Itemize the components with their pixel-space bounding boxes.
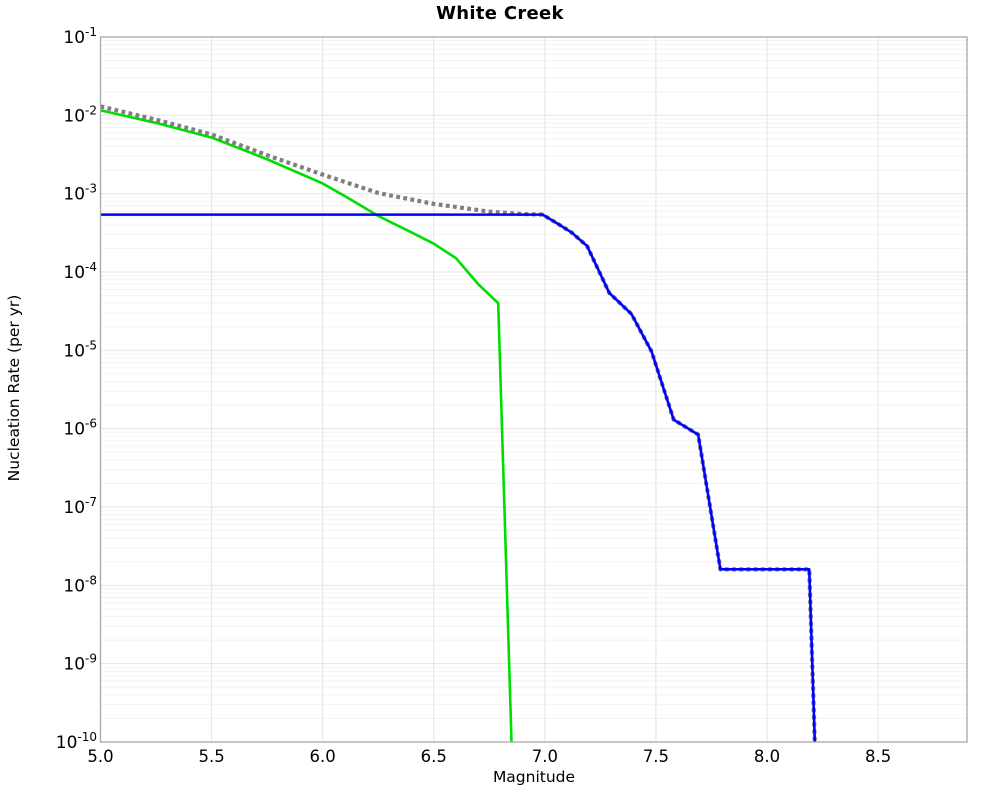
x-tick-label: 5.0 — [87, 747, 113, 766]
x-axis-label: Magnitude — [492, 768, 576, 786]
y-tick-label: 10-3 — [63, 182, 97, 205]
x-tick-label: 8.5 — [865, 747, 891, 766]
plot-frame — [99, 36, 968, 743]
x-tick-label: 6.5 — [421, 747, 447, 766]
major-gridlines — [100, 36, 967, 743]
y-tick-label: 10-2 — [63, 103, 97, 126]
y-tick-label: 10-1 — [63, 25, 97, 48]
x-tick-label: 8.0 — [754, 747, 780, 766]
series-green-solid-curve — [100, 109, 513, 742]
x-tick-label: 7.5 — [643, 747, 669, 766]
y-tick-label: 10-4 — [63, 260, 97, 283]
y-tick-label: 10-6 — [63, 417, 97, 440]
x-tick-label: 6.0 — [310, 747, 336, 766]
x-tick-label: 7.0 — [532, 747, 558, 766]
y-tick-label: 10-7 — [63, 495, 97, 518]
chart-title: White Creek — [436, 3, 564, 24]
y-tick-label: 10-9 — [63, 652, 97, 675]
x-tick-label: 5.5 — [198, 747, 224, 766]
y-tick-label: 10-5 — [63, 338, 97, 361]
x-axis-tick-labels: 5.0 5.5 6.0 6.5 7.0 7.5 8.0 8.5 — [87, 747, 891, 766]
y-tick-label: 10-10 — [56, 730, 97, 753]
series-blue-solid-curve — [100, 213, 817, 742]
minor-gridlines — [100, 40, 967, 719]
y-tick-label: 10-8 — [63, 573, 97, 596]
data-series — [100, 104, 817, 742]
y-axis-tick-labels: 10-1 10-2 10-3 10-4 10-5 10-6 10-7 10-8 10-9 10-1… — [56, 25, 97, 753]
